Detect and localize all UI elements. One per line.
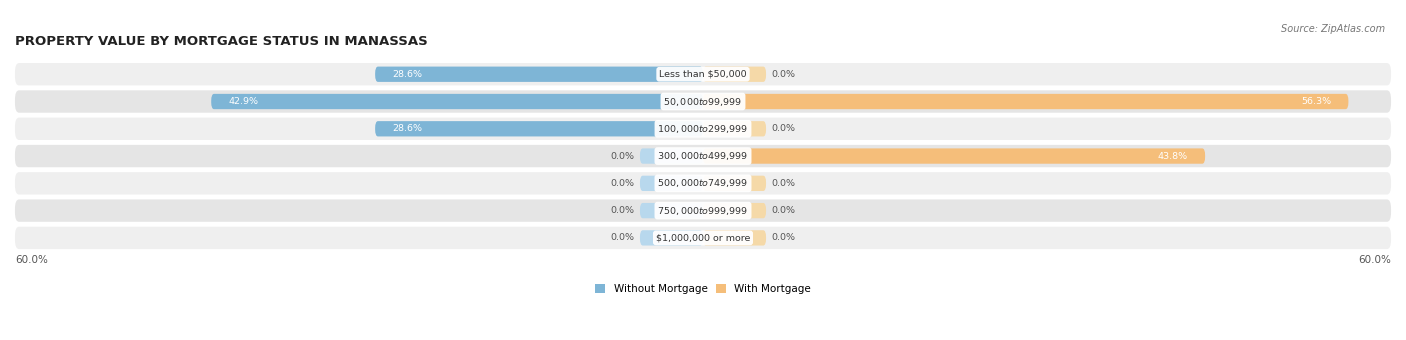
Text: 0.0%: 0.0% <box>772 179 796 188</box>
FancyBboxPatch shape <box>15 145 1391 167</box>
FancyBboxPatch shape <box>640 148 703 164</box>
Text: PROPERTY VALUE BY MORTGAGE STATUS IN MANASSAS: PROPERTY VALUE BY MORTGAGE STATUS IN MAN… <box>15 35 427 48</box>
Text: 0.0%: 0.0% <box>772 206 796 215</box>
FancyBboxPatch shape <box>15 63 1391 85</box>
FancyBboxPatch shape <box>15 227 1391 249</box>
FancyBboxPatch shape <box>15 90 1391 113</box>
Text: 28.6%: 28.6% <box>392 124 422 133</box>
Text: $50,000 to $99,999: $50,000 to $99,999 <box>664 96 742 107</box>
Text: 0.0%: 0.0% <box>772 124 796 133</box>
Text: 0.0%: 0.0% <box>610 206 634 215</box>
FancyBboxPatch shape <box>15 172 1391 194</box>
Text: 0.0%: 0.0% <box>772 233 796 242</box>
Text: 56.3%: 56.3% <box>1301 97 1331 106</box>
FancyBboxPatch shape <box>640 230 703 245</box>
Text: 0.0%: 0.0% <box>772 70 796 79</box>
Text: Source: ZipAtlas.com: Source: ZipAtlas.com <box>1281 24 1385 34</box>
Text: 28.6%: 28.6% <box>392 70 422 79</box>
FancyBboxPatch shape <box>703 121 766 136</box>
FancyBboxPatch shape <box>15 200 1391 222</box>
Text: $750,000 to $999,999: $750,000 to $999,999 <box>658 205 748 217</box>
FancyBboxPatch shape <box>375 121 703 136</box>
FancyBboxPatch shape <box>211 94 703 109</box>
Text: 60.0%: 60.0% <box>15 255 48 265</box>
Text: $1,000,000 or more: $1,000,000 or more <box>655 233 751 242</box>
FancyBboxPatch shape <box>703 67 766 82</box>
Text: $100,000 to $299,999: $100,000 to $299,999 <box>658 123 748 135</box>
FancyBboxPatch shape <box>15 118 1391 140</box>
Text: $500,000 to $749,999: $500,000 to $749,999 <box>658 177 748 189</box>
Text: Less than $50,000: Less than $50,000 <box>659 70 747 79</box>
Text: 0.0%: 0.0% <box>610 179 634 188</box>
FancyBboxPatch shape <box>703 230 766 245</box>
Text: 43.8%: 43.8% <box>1157 152 1188 160</box>
FancyBboxPatch shape <box>375 67 703 82</box>
FancyBboxPatch shape <box>703 148 1205 164</box>
Legend: Without Mortgage, With Mortgage: Without Mortgage, With Mortgage <box>595 284 811 294</box>
FancyBboxPatch shape <box>640 176 703 191</box>
FancyBboxPatch shape <box>640 203 703 218</box>
Text: 0.0%: 0.0% <box>610 152 634 160</box>
FancyBboxPatch shape <box>703 203 766 218</box>
Text: $300,000 to $499,999: $300,000 to $499,999 <box>658 150 748 162</box>
Text: 60.0%: 60.0% <box>1358 255 1391 265</box>
Text: 0.0%: 0.0% <box>610 233 634 242</box>
FancyBboxPatch shape <box>703 176 766 191</box>
FancyBboxPatch shape <box>703 94 1348 109</box>
Text: 42.9%: 42.9% <box>228 97 259 106</box>
